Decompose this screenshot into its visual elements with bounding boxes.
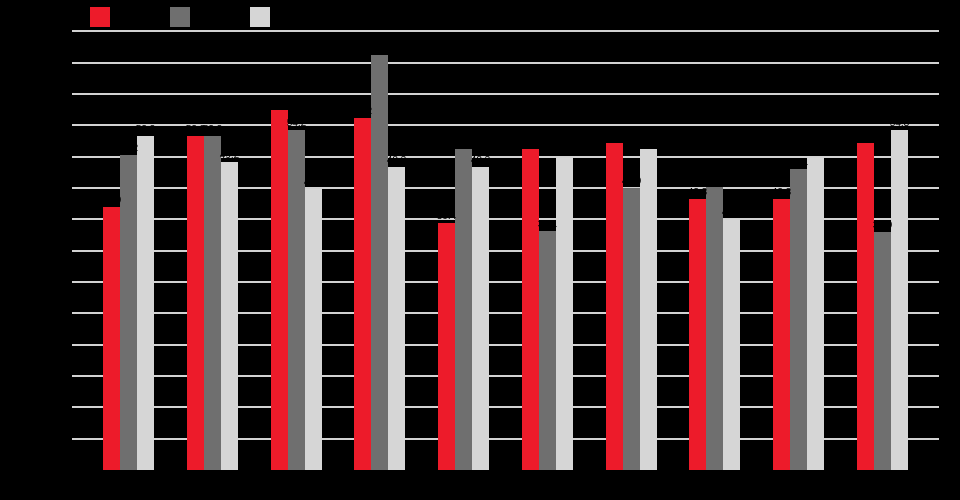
gridline-y45 xyxy=(72,187,939,189)
bar-value-label-dark-gray-group7: 45.0 xyxy=(621,176,642,187)
legend-swatch-dark-gray xyxy=(170,7,190,27)
bar-value-label-light-gray-group3: 44.8 xyxy=(303,177,324,188)
bar-value-label-light-gray-group1: 53.3 xyxy=(135,124,156,135)
bar-value-label-red-group3: 57.4 xyxy=(269,98,290,109)
bar-value-label-red-group6: 51.2 xyxy=(520,137,541,148)
bar-dark-gray-group4 xyxy=(371,55,388,470)
bar-red-group3 xyxy=(271,110,288,470)
gridline-y20 xyxy=(72,344,939,346)
bar-light-gray-group10 xyxy=(891,130,908,470)
bar-light-gray-group1 xyxy=(137,136,154,470)
bar-value-label-light-gray-group6: 50.0 xyxy=(554,145,575,156)
bar-red-group9 xyxy=(773,199,790,470)
bar-dark-gray-group10 xyxy=(874,232,891,470)
gridline-y70 xyxy=(72,30,939,32)
bar-value-label-light-gray-group8: 40.0 xyxy=(721,207,742,218)
legend-swatch-red xyxy=(90,7,110,27)
bar-light-gray-group8 xyxy=(723,219,740,470)
bar-light-gray-group6 xyxy=(556,157,573,470)
bar-light-gray-group5 xyxy=(472,167,489,470)
bar-value-label-red-group2: 53.3 xyxy=(185,124,206,135)
bar-dark-gray-group3 xyxy=(288,130,305,470)
bar-value-label-light-gray-group7: 51.2 xyxy=(638,137,659,148)
bar-dark-gray-group6 xyxy=(539,231,556,470)
bar-dark-gray-group1 xyxy=(120,155,137,470)
bar-red-group8 xyxy=(689,199,706,470)
bar-value-label-light-gray-group2: 49.2 xyxy=(219,150,240,161)
bar-value-label-dark-gray-group5: 51.2 xyxy=(453,137,474,148)
gridline-y5 xyxy=(72,438,939,440)
bar-red-group5 xyxy=(438,223,455,470)
gridline-y40 xyxy=(72,218,939,220)
bar-value-label-dark-gray-group4: 66.2 xyxy=(369,43,390,54)
bar-value-label-red-group5: 39.4 xyxy=(436,211,457,222)
bar-value-label-light-gray-group10: 54.3 xyxy=(889,118,910,129)
legend-item-light-gray xyxy=(250,7,276,27)
bar-value-label-dark-gray-group2: 53.3 xyxy=(202,124,223,135)
bar-value-label-dark-gray-group3: 54.2 xyxy=(286,118,307,129)
bar-value-label-light-gray-group4: 48.3 xyxy=(386,155,407,166)
bar-value-label-red-group1: 42.0 xyxy=(101,195,122,206)
bar-dark-gray-group9 xyxy=(790,169,807,470)
gridline-y65 xyxy=(72,62,939,64)
bar-red-group2 xyxy=(187,136,204,470)
bar-value-label-dark-gray-group1: 50.2 xyxy=(118,143,139,154)
bar-value-label-dark-gray-group10: 38.0 xyxy=(872,220,893,231)
bar-red-group7 xyxy=(606,143,623,470)
bar-dark-gray-group8 xyxy=(706,187,723,470)
bar-light-gray-group7 xyxy=(640,149,657,470)
bar-red-group4 xyxy=(354,118,371,470)
gridline-y30 xyxy=(72,281,939,283)
bar-value-label-red-group4: 56.2 xyxy=(352,106,373,117)
bar-light-gray-group9 xyxy=(807,157,824,470)
bar-value-label-light-gray-group9: 50.0 xyxy=(805,145,826,156)
bar-light-gray-group4 xyxy=(388,167,405,470)
bar-red-group10 xyxy=(857,143,874,470)
bar-dark-gray-group2 xyxy=(204,136,221,470)
bar-red-group1 xyxy=(103,207,120,470)
gridline-y15 xyxy=(72,375,939,377)
bar-red-group6 xyxy=(522,149,539,470)
bar-light-gray-group2 xyxy=(221,162,238,470)
bar-value-label-red-group9: 43.3 xyxy=(771,187,792,198)
legend-swatch-light-gray xyxy=(250,7,270,27)
gridline-y55 xyxy=(72,124,939,126)
bar-value-label-red-group7: 52.1 xyxy=(604,131,625,142)
legend-item-red xyxy=(90,7,116,27)
bar-value-label-dark-gray-group9: 48.1 xyxy=(788,157,809,168)
legend-item-dark-gray xyxy=(170,7,196,27)
bar-value-label-red-group8: 43.3 xyxy=(687,187,708,198)
gridline-y50 xyxy=(72,156,939,158)
bar-value-label-dark-gray-group8: 45.1 xyxy=(704,175,725,186)
gridline-y10 xyxy=(72,406,939,408)
bar-dark-gray-group7 xyxy=(623,188,640,470)
bar-value-label-dark-gray-group6: 38.1 xyxy=(537,219,558,230)
gridline-y25 xyxy=(72,312,939,314)
bar-value-label-red-group10: 52.1 xyxy=(855,131,876,142)
gridline-y60 xyxy=(72,93,939,95)
bar-light-gray-group3 xyxy=(305,189,322,470)
gridline-y35 xyxy=(72,250,939,252)
bar-dark-gray-group5 xyxy=(455,149,472,470)
bar-value-label-light-gray-group5: 48.3 xyxy=(470,155,491,166)
